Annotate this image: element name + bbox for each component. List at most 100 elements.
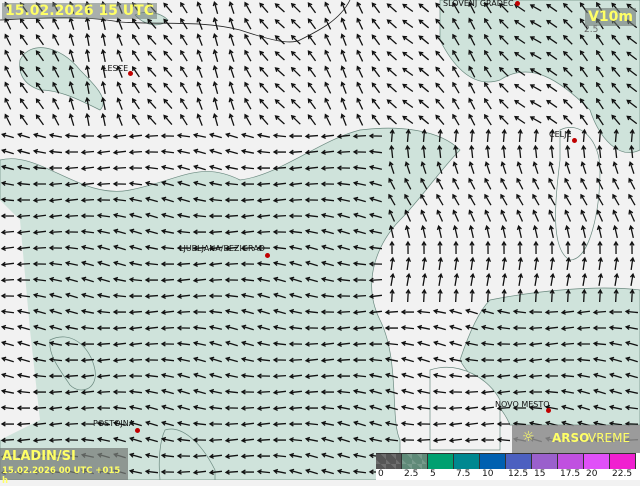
wind-arrow xyxy=(437,272,444,287)
wind-arrow xyxy=(336,181,351,187)
wind-arrow xyxy=(528,309,543,315)
wind-arrow xyxy=(228,33,235,46)
wind-arrow xyxy=(147,66,157,77)
wind-arrow xyxy=(240,373,255,379)
wind-arrow xyxy=(4,97,12,110)
wind-arrow xyxy=(402,51,414,61)
wind-arrow xyxy=(48,357,63,363)
wind-arrow xyxy=(116,33,123,46)
wind-arrow xyxy=(177,372,190,379)
wind-arrow xyxy=(562,50,573,61)
wind-arrow xyxy=(352,388,367,394)
wind-arrow xyxy=(580,209,588,222)
wind-arrow xyxy=(160,357,175,363)
wind-arrow xyxy=(320,165,335,171)
wind-arrow xyxy=(528,405,543,411)
wind-arrow xyxy=(241,340,254,347)
wind-arrow xyxy=(19,82,28,94)
wind-arrow xyxy=(468,81,476,94)
wind-arrow xyxy=(608,356,622,363)
wind-arrow xyxy=(147,114,157,125)
wind-arrow xyxy=(576,388,590,395)
wind-arrow xyxy=(528,373,543,379)
wind-arrow xyxy=(176,341,191,347)
wind-arrow xyxy=(565,272,572,287)
wind-arrow xyxy=(565,288,571,303)
wind-arrow xyxy=(498,66,509,77)
legend-swatch xyxy=(454,454,480,469)
wind-arrow xyxy=(290,114,301,125)
wind-arrow xyxy=(1,132,14,139)
wind-arrow xyxy=(52,81,60,94)
wind-arrow xyxy=(307,82,317,94)
wind-arrow xyxy=(416,421,431,427)
wind-arrow xyxy=(580,161,587,174)
wind-arrow xyxy=(96,405,111,411)
wind-arrow xyxy=(579,50,589,62)
wind-arrow xyxy=(353,420,366,427)
wind-arrow xyxy=(320,149,335,155)
wind-arrow xyxy=(288,341,303,347)
wind-arrow xyxy=(160,293,175,299)
wind-arrow xyxy=(544,325,559,331)
wind-arrow xyxy=(371,114,381,126)
wind-arrow xyxy=(484,33,492,46)
wind-arrow xyxy=(289,260,302,267)
wind-arrow xyxy=(452,17,460,30)
wind-arrow xyxy=(259,98,269,109)
wind-arrow xyxy=(212,113,219,126)
wind-arrow xyxy=(452,33,460,46)
wind-arrow xyxy=(52,65,60,78)
wind-arrow xyxy=(417,372,430,379)
wind-arrow xyxy=(597,272,604,287)
wind-arrow xyxy=(435,50,445,61)
wind-arrow xyxy=(16,229,31,235)
wind-arrow xyxy=(420,224,426,238)
wind-arrow xyxy=(404,161,411,174)
wind-arrow xyxy=(320,181,335,187)
wind-arrow xyxy=(240,292,255,298)
wind-arrow xyxy=(597,144,603,159)
wind-arrow xyxy=(288,405,303,411)
wind-arrow xyxy=(340,65,347,78)
wind-arrow xyxy=(290,2,301,13)
wind-arrow xyxy=(160,436,175,442)
wind-arrow xyxy=(529,4,542,12)
wind-arrow xyxy=(320,405,335,411)
wind-arrow xyxy=(288,244,303,250)
wind-arrow xyxy=(420,209,428,222)
wind-arrow xyxy=(336,389,351,395)
wind-arrow xyxy=(337,228,350,235)
wind-arrow xyxy=(416,340,430,347)
wind-arrow xyxy=(481,308,494,315)
wind-arrow xyxy=(352,149,367,155)
wind-arrow xyxy=(192,245,207,251)
wind-arrow xyxy=(48,437,63,443)
wind-arrow xyxy=(498,114,509,125)
wind-arrow xyxy=(613,128,619,143)
wind-arrow xyxy=(613,272,620,287)
wind-arrow xyxy=(144,325,159,331)
wind-arrow xyxy=(629,288,635,303)
wind-arrow xyxy=(484,81,492,94)
wind-arrow xyxy=(404,177,412,190)
wind-arrow xyxy=(208,293,223,299)
wind-arrow xyxy=(290,50,301,61)
wind-arrow xyxy=(402,83,414,93)
wind-arrow xyxy=(368,372,383,378)
wind-arrow xyxy=(416,437,431,443)
wind-arrow xyxy=(548,224,554,238)
wind-arrow xyxy=(485,128,491,143)
wind-arrow xyxy=(32,421,47,427)
wind-arrow xyxy=(336,277,351,283)
wind-arrow xyxy=(240,437,255,443)
wind-arrow xyxy=(385,404,398,411)
wind-arrow xyxy=(304,133,319,139)
wind-arrow xyxy=(356,97,364,110)
wind-arrow xyxy=(48,389,63,395)
wind-arrow xyxy=(240,245,255,251)
wind-arrow xyxy=(469,256,476,271)
legend-tick: 15 xyxy=(534,469,546,479)
wind-arrow xyxy=(80,405,95,411)
wind-arrow xyxy=(597,240,603,255)
